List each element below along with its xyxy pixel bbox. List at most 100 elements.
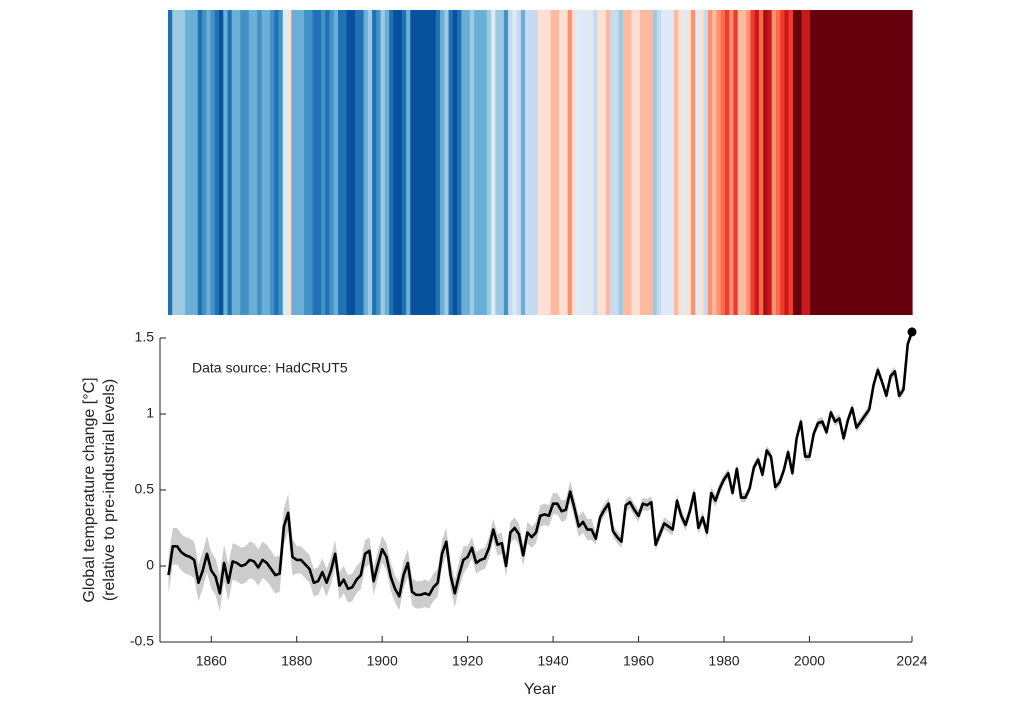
stripe xyxy=(673,10,679,315)
stripe xyxy=(831,10,837,315)
stripe xyxy=(559,10,564,315)
stripe xyxy=(304,10,309,315)
stripe xyxy=(321,10,326,315)
stripe xyxy=(270,10,275,315)
stripe xyxy=(503,10,509,315)
stripe xyxy=(903,10,909,315)
y-tick-label: 0.5 xyxy=(135,481,155,497)
x-tick-label: 1960 xyxy=(623,653,654,669)
x-tick-label: 1940 xyxy=(538,653,569,669)
stripe xyxy=(716,10,722,315)
y-tick-label: 1 xyxy=(146,405,154,421)
stripe xyxy=(308,10,314,315)
stripe xyxy=(529,10,535,315)
stripe xyxy=(865,10,871,315)
stripe xyxy=(567,10,573,315)
stripe xyxy=(729,10,735,315)
x-tick-label: 1980 xyxy=(708,653,739,669)
stripe xyxy=(197,10,203,315)
stripe xyxy=(333,10,339,315)
stripe xyxy=(661,10,667,315)
stripe xyxy=(724,10,730,315)
stripe xyxy=(822,10,828,315)
stripe xyxy=(542,10,547,315)
stripe xyxy=(244,10,250,315)
stripe xyxy=(750,10,756,315)
stripe xyxy=(495,10,501,315)
stripe xyxy=(550,10,556,315)
stripe xyxy=(899,10,905,315)
stripe xyxy=(176,10,182,315)
stripe xyxy=(231,10,237,315)
stripe xyxy=(355,10,360,315)
stripe xyxy=(248,10,254,315)
stripe xyxy=(682,10,688,315)
stripe xyxy=(775,10,781,315)
stripe xyxy=(652,10,658,315)
stripe xyxy=(482,10,488,315)
stripe xyxy=(312,10,318,315)
stripe xyxy=(826,10,832,315)
stripe xyxy=(274,10,280,315)
stripe xyxy=(440,10,445,315)
stripe xyxy=(427,10,433,315)
stripe xyxy=(359,10,365,315)
stripe xyxy=(461,10,467,315)
stripe xyxy=(703,10,709,315)
stripe xyxy=(265,10,271,315)
stripe xyxy=(452,10,458,315)
stripe xyxy=(282,10,288,315)
stripe xyxy=(563,10,569,315)
x-tick-label: 1880 xyxy=(281,653,312,669)
stripe xyxy=(457,10,462,315)
y-tick-label: 0 xyxy=(146,557,154,573)
x-axis-label: Year xyxy=(524,681,557,698)
stripe xyxy=(287,10,292,315)
stripe xyxy=(376,10,382,315)
stripe xyxy=(639,10,645,315)
stripe xyxy=(720,10,726,315)
stripe xyxy=(669,10,675,315)
stripe xyxy=(733,10,739,315)
stripe xyxy=(380,10,386,315)
stripe xyxy=(644,10,650,315)
stripe xyxy=(516,10,522,315)
stripe xyxy=(763,10,769,315)
stripe xyxy=(869,10,875,315)
stripe xyxy=(478,10,484,315)
stripe xyxy=(512,10,518,315)
stripe xyxy=(342,10,348,315)
stripe xyxy=(767,10,773,315)
stripe xyxy=(571,10,577,315)
stripe xyxy=(202,10,207,315)
stripe xyxy=(856,10,862,315)
stripe xyxy=(818,10,824,315)
stripe xyxy=(533,10,539,315)
stripe xyxy=(635,10,641,315)
stripe xyxy=(189,10,195,315)
stripe xyxy=(291,10,297,315)
stripe xyxy=(384,10,390,315)
stripe xyxy=(588,10,594,315)
stripe xyxy=(223,10,229,315)
stripe xyxy=(367,10,373,315)
stripe xyxy=(886,10,892,315)
stripe xyxy=(185,10,190,315)
stripe xyxy=(882,10,888,315)
stripe xyxy=(193,10,199,315)
stripe xyxy=(618,10,624,315)
stripe xyxy=(546,10,552,315)
stripe xyxy=(843,10,849,315)
stripe xyxy=(801,10,807,315)
stripe xyxy=(486,10,492,315)
stripe xyxy=(168,10,173,315)
stripe xyxy=(584,10,590,315)
x-tick-label: 1900 xyxy=(367,653,398,669)
stripe xyxy=(852,10,858,315)
stripe xyxy=(491,10,496,315)
stripe xyxy=(257,10,263,315)
stripe xyxy=(393,10,399,315)
stripe xyxy=(448,10,454,315)
stripe xyxy=(737,10,743,315)
